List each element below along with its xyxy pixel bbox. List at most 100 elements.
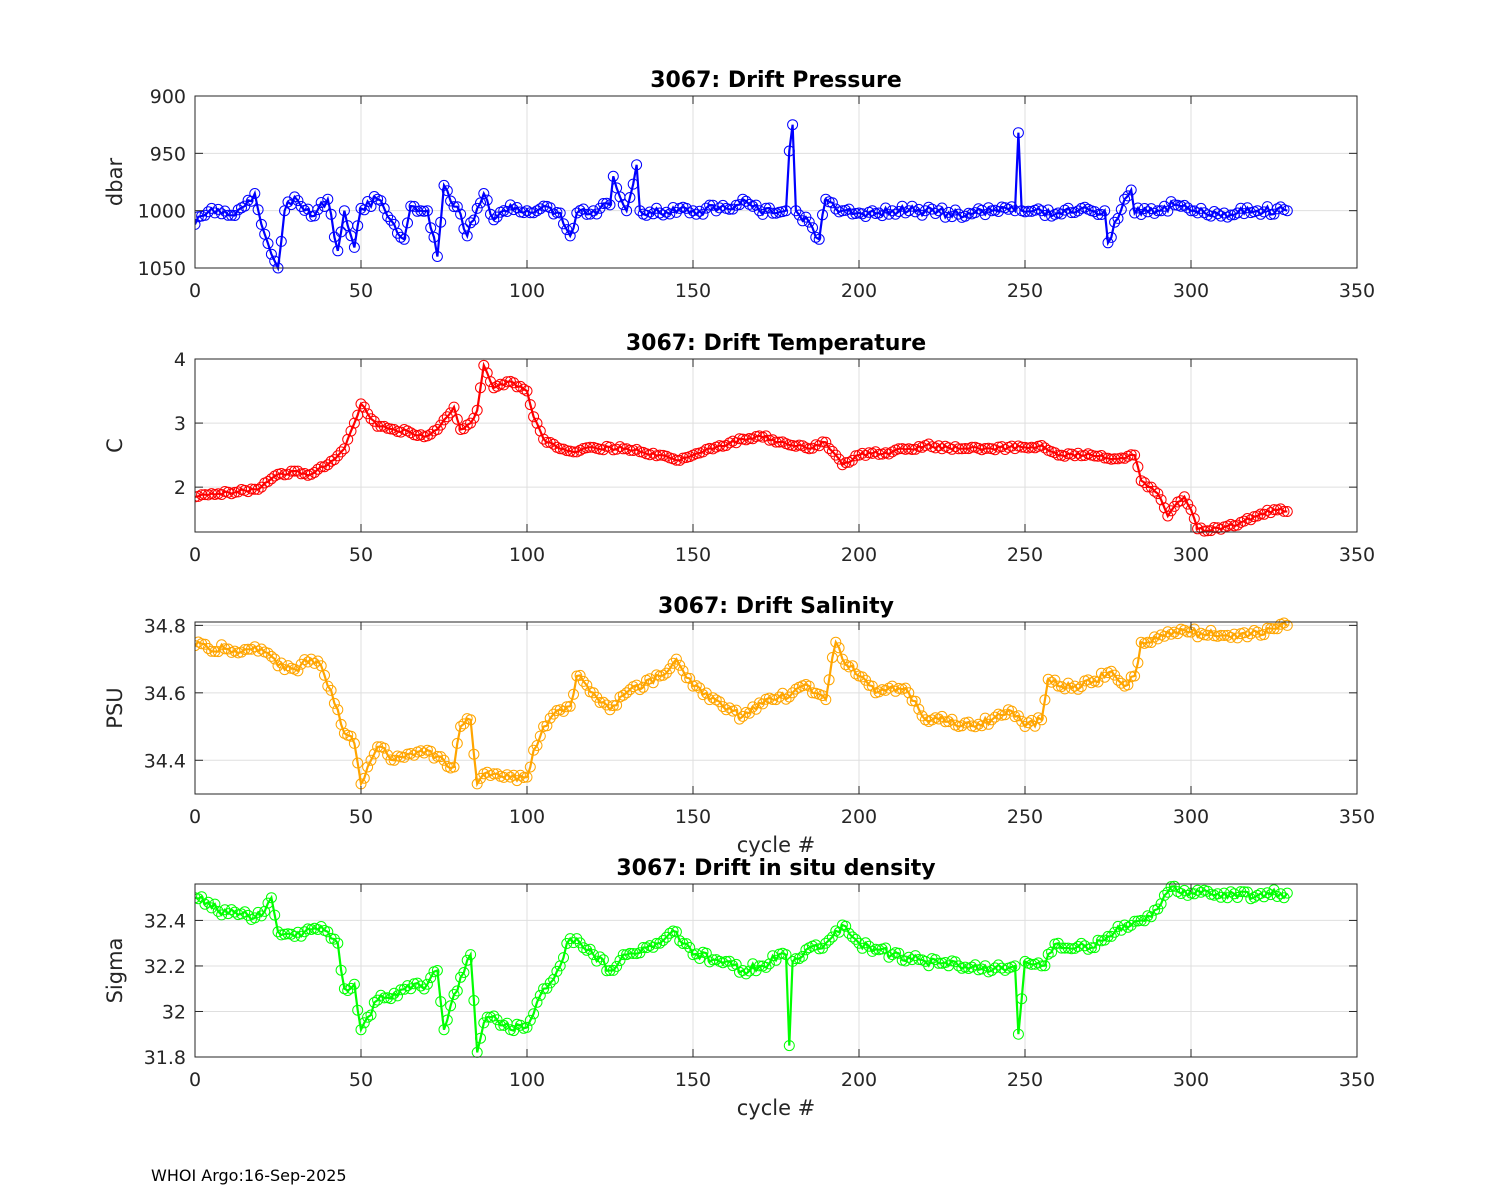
data-point (1105, 665, 1117, 677)
data-point (315, 461, 327, 473)
data-point (886, 949, 898, 961)
data-point (335, 446, 347, 458)
data-point (541, 982, 553, 994)
data-point (275, 235, 287, 247)
data-point (338, 205, 350, 217)
y-tick-label: 1000 (138, 201, 186, 223)
data-point (514, 769, 526, 781)
data-point (299, 926, 311, 938)
data-point (538, 433, 550, 445)
data-point (1178, 199, 1190, 211)
data-point (734, 713, 745, 725)
data-point (458, 718, 470, 730)
x-tick-label: 100 (509, 806, 545, 828)
data-point (850, 933, 862, 945)
panel-3: 0 50 100 150 200 250 300 350 34.4 34.6 34.8 3067: D… (103, 594, 1375, 857)
data-point (1042, 948, 1054, 960)
data-point (720, 955, 732, 967)
data-point (1119, 919, 1131, 931)
data-point (587, 949, 599, 961)
data-point (206, 645, 218, 657)
data-point (415, 980, 427, 992)
data-point (1185, 205, 1197, 217)
data-point (1115, 452, 1127, 464)
data-point (1182, 626, 1194, 638)
data-point (1109, 926, 1121, 938)
data-point (840, 659, 852, 671)
data-point (900, 955, 911, 967)
x-tick-label: 50 (349, 1069, 373, 1091)
data-point (362, 1011, 374, 1023)
data-point (445, 1000, 457, 1012)
data-point (1162, 205, 1174, 217)
data-point (644, 673, 656, 685)
data-point (265, 248, 277, 260)
data-point (1238, 886, 1250, 898)
data-point (976, 720, 988, 732)
data-point (953, 960, 965, 972)
x-tick-label: 350 (1339, 280, 1375, 302)
data-point (1265, 507, 1277, 519)
data-point (1258, 891, 1270, 903)
data-point (873, 686, 885, 698)
data-point (773, 436, 785, 448)
data-point (388, 987, 400, 999)
data-point (1036, 960, 1048, 972)
data-point (690, 208, 702, 220)
data-point (743, 965, 755, 977)
data-point (1195, 522, 1207, 534)
x-tick-label: 350 (1339, 806, 1375, 828)
data-point (269, 653, 281, 665)
data-point (664, 208, 676, 220)
data-point (750, 199, 762, 211)
axes-box (194, 621, 1358, 795)
data-point (787, 955, 799, 967)
data-point (332, 937, 344, 949)
data-point (315, 197, 327, 208)
data-point (435, 996, 447, 1008)
y-tick-label: 34.6 (144, 683, 186, 705)
data-point (378, 742, 390, 754)
data-point (820, 193, 832, 205)
data-point (1145, 481, 1157, 493)
data-point (929, 954, 941, 966)
data-point (674, 659, 686, 671)
data-point (783, 145, 795, 157)
data-point (508, 769, 520, 781)
data-point (767, 694, 779, 705)
data-point (521, 1021, 533, 1033)
data-point (1052, 680, 1064, 692)
data-point (501, 206, 513, 217)
data-point (196, 891, 208, 903)
x-tick-label: 0 (189, 806, 201, 828)
data-point (362, 761, 374, 773)
data-point (1039, 694, 1051, 706)
data-point (1115, 204, 1127, 215)
data-point (631, 159, 643, 171)
data-point (830, 449, 842, 461)
x-axis-label: cycle # (737, 1096, 816, 1120)
data-point (531, 417, 543, 429)
data-point (677, 665, 689, 677)
data-point (478, 359, 490, 371)
data-point (541, 720, 553, 732)
data-point (558, 218, 569, 230)
data-point (1202, 525, 1214, 537)
data-point (282, 468, 294, 480)
data-point (1149, 485, 1160, 497)
data-point (1152, 633, 1164, 645)
data-point (249, 483, 261, 495)
data-point (597, 198, 609, 209)
data-point (538, 983, 550, 995)
data-point (365, 1009, 377, 1021)
data-point (421, 978, 433, 990)
data-point (372, 741, 384, 753)
data-point (292, 926, 304, 938)
data-point (1265, 209, 1277, 220)
data-point (551, 207, 563, 218)
data-point (604, 965, 616, 976)
data-point (1238, 515, 1250, 527)
data-point (747, 701, 759, 713)
data-point (1099, 205, 1111, 217)
data-point (647, 677, 659, 689)
